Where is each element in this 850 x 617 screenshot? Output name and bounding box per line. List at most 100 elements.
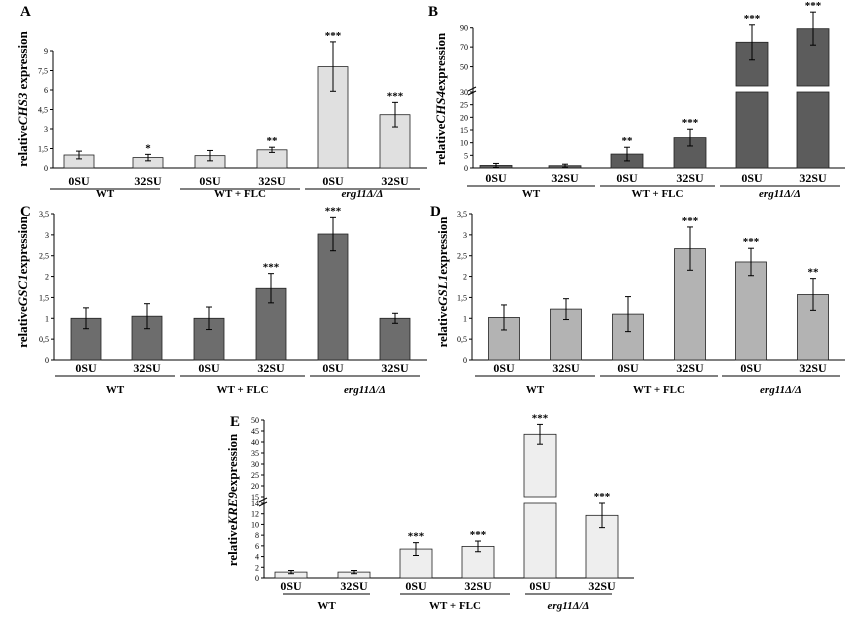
y-axis-label-prefix: relative (435, 306, 450, 348)
group-label: erg11Δ/Δ (344, 384, 386, 396)
y-axis-label: relativeCHS3 expression (15, 30, 30, 166)
y-axis-label-prefix: relative (433, 123, 448, 165)
y-tick-label: 25 (251, 471, 259, 480)
y-axis-label-gene: CHS4 (433, 91, 448, 124)
x-tick-label: 0SU (493, 361, 515, 375)
group-label: WT + FLC (429, 600, 481, 612)
x-tick-label: 32SU (588, 579, 616, 593)
x-tick-label: 0SU (198, 361, 220, 375)
panel-label: A (20, 4, 31, 20)
y-tick-label: 4 (255, 553, 259, 562)
x-tick-label: 0SU (617, 361, 639, 375)
group-label: erg11Δ/Δ (759, 188, 801, 200)
x-tick-label: 32SU (340, 579, 368, 593)
bar (735, 91, 769, 169)
y-tick-label: 0,5 (39, 335, 49, 344)
group-label: WT (526, 384, 545, 396)
y-axis-label-prefix: relative (15, 306, 30, 348)
x-tick-label: 32SU (381, 174, 409, 188)
group-label: WT + FLC (214, 188, 266, 200)
group-label: erg11Δ/Δ (548, 600, 590, 612)
y-tick-label: 3 (45, 231, 49, 240)
group-label: erg11Δ/Δ (760, 384, 802, 396)
y-tick-label: 9 (44, 47, 48, 56)
axis-break-mark (467, 86, 477, 96)
x-tick-label: 32SU (257, 361, 285, 375)
significance-label: *** (263, 262, 280, 274)
y-tick-label: 70 (460, 43, 468, 52)
bar (523, 502, 557, 579)
panel-c: C 0 0,5 1 1,5 2 2,5 3 3,5 relativeGSC1expression 0… (15, 204, 427, 396)
significance-label: ** (808, 267, 820, 279)
x-tick-label: 32SU (552, 361, 580, 375)
y-tick-label: 7,5 (38, 67, 48, 76)
x-tick-label: 32SU (134, 174, 162, 188)
significance-label: *** (408, 531, 425, 543)
y-tick-label: 12 (251, 510, 259, 519)
group-label: WT + FLC (632, 188, 684, 200)
y-tick-label: 1 (463, 314, 467, 323)
y-tick-label: 30 (251, 460, 259, 469)
group-label: erg11Δ/Δ (342, 188, 384, 200)
y-axis-label-suffix: expression (225, 433, 240, 492)
x-tick-label: 32SU (381, 361, 409, 375)
group-label: WT (317, 600, 336, 612)
y-tick-label: 0 (463, 356, 467, 365)
y-tick-label: 90 (460, 24, 468, 33)
significance-label: *** (532, 412, 549, 424)
x-tick-label: 0SU (616, 171, 638, 185)
panel-label: C (20, 204, 31, 220)
y-tick-label: 45 (251, 427, 259, 436)
y-axis-label-suffix: expression (15, 215, 30, 274)
x-tick-label: 0SU (322, 361, 344, 375)
y-tick-label: 0 (45, 356, 49, 365)
y-tick-label: 2 (463, 273, 467, 282)
y-tick-label: 4,5 (38, 106, 48, 115)
y-tick-label: 50 (251, 416, 259, 425)
y-tick-label: 20 (460, 113, 468, 122)
significance-label: ** (267, 135, 279, 147)
panel-b: B 0 5 10 15 20 25 30 50 70 90 relativeCHS4expressio… (428, 0, 845, 200)
y-axis-label: relativeCHS4expression (433, 32, 448, 165)
y-tick-label: 50 (460, 63, 468, 72)
y-axis-label-gene: KRE9 (225, 492, 240, 526)
y-tick-label: 1,5 (457, 293, 467, 302)
panel-label: B (428, 4, 438, 20)
panel-label: D (430, 204, 441, 220)
y-tick-label: 35 (251, 449, 259, 458)
y-axis-label-suffix: expression (433, 32, 448, 91)
y-tick-label: 5 (464, 151, 468, 160)
y-axis-label-gene: GSC1 (15, 274, 30, 306)
y-tick-label: 2,5 (39, 252, 49, 261)
significance-label: ** (622, 135, 634, 147)
y-tick-label: 15 (251, 493, 259, 502)
panel-label: E (230, 414, 240, 430)
group-label: WT + FLC (217, 384, 269, 396)
significance-label: * (145, 142, 151, 154)
significance-label: *** (682, 215, 699, 227)
x-tick-label: 32SU (676, 361, 704, 375)
x-tick-label: 0SU (280, 579, 302, 593)
panel-d: D 0 0,5 1 1,5 2 2,5 3 3,5 relativeGSL1expression 0… (430, 204, 845, 396)
y-tick-label: 20 (251, 482, 259, 491)
significance-label: *** (594, 491, 611, 503)
significance-label: *** (743, 236, 760, 248)
y-tick-label: 6 (255, 542, 259, 551)
x-tick-label: 0SU (740, 361, 762, 375)
x-tick-label: 0SU (322, 174, 344, 188)
significance-label: *** (682, 117, 699, 129)
x-tick-label: 0SU (529, 579, 551, 593)
y-tick-label: 30 (460, 88, 468, 97)
x-tick-label: 32SU (799, 171, 827, 185)
y-axis-label-prefix: relative (15, 125, 30, 167)
bar (317, 233, 349, 361)
x-tick-label: 32SU (258, 174, 286, 188)
y-axis-label-suffix: expression (15, 30, 30, 92)
group-label: WT + FLC (633, 384, 685, 396)
y-tick-label: 1,5 (39, 293, 49, 302)
x-tick-label: 32SU (551, 171, 579, 185)
x-tick-label: 0SU (199, 174, 221, 188)
y-tick-label: 40 (251, 438, 259, 447)
y-axis-label-gene: GSL1 (435, 275, 450, 306)
y-tick-label: 1,5 (38, 145, 48, 154)
